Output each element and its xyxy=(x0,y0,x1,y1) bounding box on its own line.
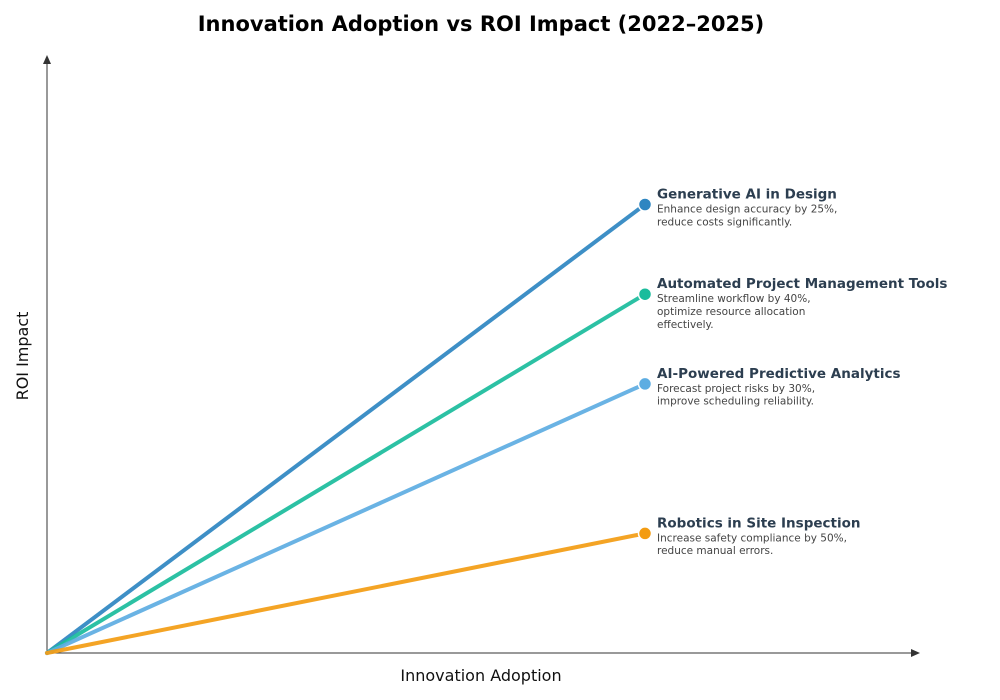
series-description-line: optimize resource allocation xyxy=(657,306,805,318)
series-name-label: Automated Project Management Tools xyxy=(657,276,947,292)
series-name-label: Generative AI in Design xyxy=(657,187,837,203)
series-description-line: reduce manual errors. xyxy=(657,545,773,557)
series-line xyxy=(45,381,647,655)
axes xyxy=(43,55,920,657)
y-axis-arrow xyxy=(43,55,51,64)
series-line xyxy=(45,531,647,655)
series-description-line: Forecast project risks by 30%, xyxy=(657,383,815,395)
series-end-point xyxy=(637,286,653,302)
chart-title: Innovation Adoption vs ROI Impact (2022–… xyxy=(198,12,765,36)
series-end-point xyxy=(637,197,653,212)
series-end-point xyxy=(637,526,653,541)
series-line xyxy=(45,292,647,655)
series-group: AI-Powered Predictive AnalyticsForecast … xyxy=(45,366,901,655)
series-description-line: improve scheduling reliability. xyxy=(657,396,814,408)
series-end-point xyxy=(637,376,653,392)
series-name-label: Robotics in Site Inspection xyxy=(657,515,860,531)
x-axis-label: Innovation Adoption xyxy=(400,666,561,685)
series-description-line: Streamline workflow by 40%, xyxy=(657,293,811,305)
series-description-line: Enhance design accuracy by 25%, xyxy=(657,204,837,216)
x-axis-arrow xyxy=(911,649,920,657)
series-description-line: Increase safety compliance by 50%, xyxy=(657,532,847,544)
y-axis-label: ROI Impact xyxy=(13,312,32,401)
series-name-label: AI-Powered Predictive Analytics xyxy=(657,366,901,382)
series-description-line: reduce costs significantly. xyxy=(657,216,792,228)
series-group: Automated Project Management ToolsStream… xyxy=(45,276,947,655)
series-description-line: effectively. xyxy=(657,319,714,331)
series-line xyxy=(45,202,647,655)
